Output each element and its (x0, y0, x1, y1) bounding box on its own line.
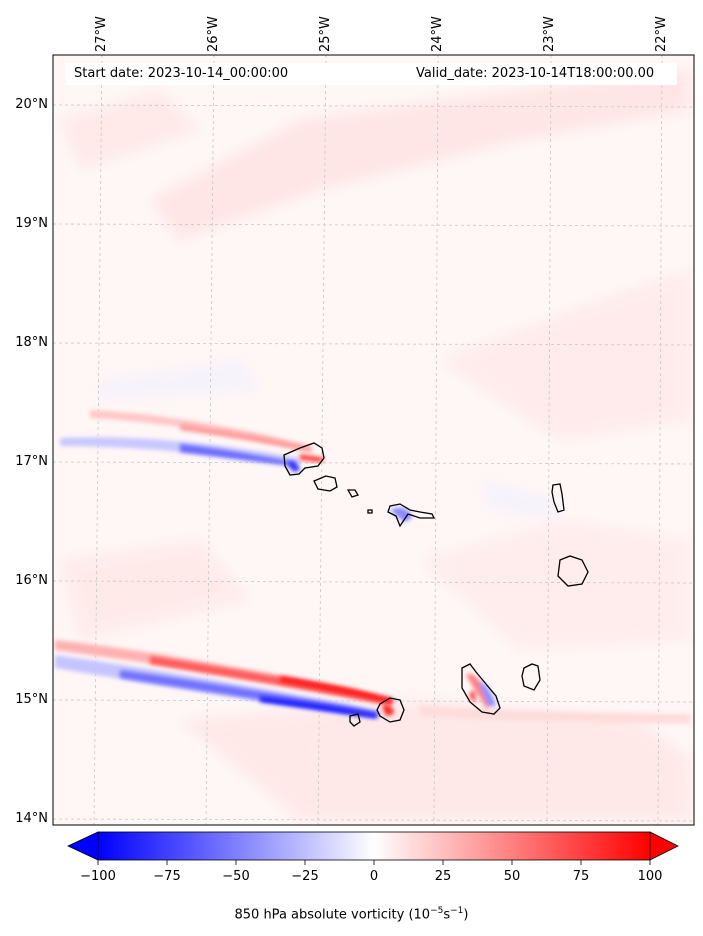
lat-label-17n: 17°N (15, 454, 48, 469)
southern-wake (55, 640, 690, 724)
lon-label-23w: 23°W (542, 16, 557, 52)
lon-label-22w: 22°W (654, 16, 669, 52)
island-vorticity (382, 507, 496, 716)
lat-label-20n: 20°N (15, 97, 48, 112)
lon-label-25w: 25°W (318, 16, 333, 52)
colorbar-tick-label: −25 (291, 869, 319, 884)
colorbar-tick-label: 75 (572, 869, 590, 884)
island-raso (367, 509, 373, 514)
island-brava (349, 713, 361, 727)
lat-label-14n: 14°N (15, 811, 48, 826)
map-panel (53, 55, 694, 825)
colorbar-gradient (97, 831, 651, 861)
colorbar-low-extend (67, 831, 99, 861)
island-sal (551, 483, 565, 513)
island-maio (521, 663, 541, 691)
lon-label-27w: 27°W (94, 16, 109, 52)
colorbar-tick-label: −75 (153, 869, 181, 884)
colorbar-tick-label: 50 (503, 869, 521, 884)
colorbar-tick-label: 100 (637, 869, 663, 884)
lon-label-24w: 24°W (430, 16, 445, 52)
colorbar-tick-label: −100 (80, 869, 116, 884)
island-fogo (376, 697, 405, 723)
start-date-label: Start date: 2023-10-14_00:00:00 (74, 66, 289, 81)
colorbar-high-extend (649, 831, 679, 861)
lat-label-15n: 15°N (15, 692, 48, 707)
lon-label-26w: 26°W (206, 16, 221, 52)
island-santa-luzia (346, 489, 359, 498)
background-vorticity-field (60, 70, 690, 820)
colorbar-tick-label: 25 (434, 869, 452, 884)
header-box (66, 63, 677, 85)
colorbar-tick-label: −50 (222, 869, 250, 884)
colorbar-tick-label: 0 (369, 869, 379, 884)
island-santiago (461, 663, 501, 715)
island-santo-antao (283, 442, 325, 476)
lat-label-16n: 16°N (15, 573, 48, 588)
lat-label-18n: 18°N (15, 335, 48, 350)
map-frame (52, 54, 695, 826)
island-sao-nicolau (387, 503, 436, 528)
coastlines (283, 442, 589, 727)
valid-date-label: Valid_date: 2023-10-14T18:00:00.00 (416, 66, 655, 81)
island-sao-vicente (313, 475, 338, 492)
colorbar (67, 831, 679, 865)
colorbar-axis-label: 850 hPa absolute vorticity (10−5s−1) (234, 906, 469, 923)
northern-wake (60, 410, 324, 472)
lat-label-19n: 19°N (15, 216, 48, 231)
island-boa-vista (557, 555, 589, 587)
